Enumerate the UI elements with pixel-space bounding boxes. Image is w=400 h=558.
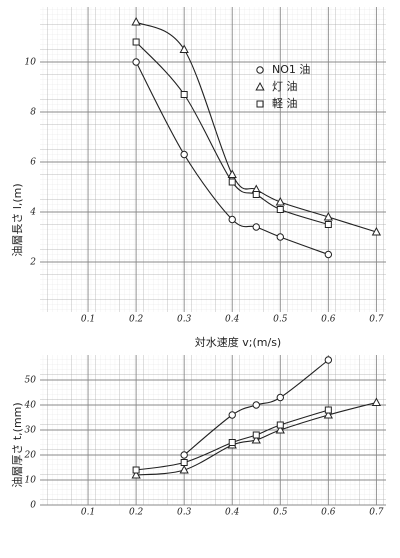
point [252, 401, 260, 409]
point [180, 459, 188, 466]
x-tick-label: 0.5 [273, 315, 288, 325]
x-tick-label: 0.2 [129, 315, 144, 325]
point [371, 397, 382, 406]
point [323, 211, 333, 221]
point [275, 424, 285, 434]
legend-label: NO1 油 [272, 62, 310, 76]
y-tick-label: 2 [29, 258, 36, 268]
point [179, 44, 189, 53]
point [276, 206, 284, 213]
y-tick-label: 40 [24, 401, 37, 411]
y-tick-label: 30 [25, 426, 37, 436]
x-tick-label: 0.1 [81, 315, 95, 325]
point [132, 466, 140, 474]
point [276, 393, 284, 402]
point [228, 215, 236, 224]
legend-marker [255, 81, 265, 91]
y-tick-label: 10 [25, 476, 37, 486]
point [324, 250, 333, 259]
x-tick-label: 0.6 [321, 508, 336, 518]
point [131, 16, 141, 26]
point [324, 221, 332, 228]
x-axis-label: 対水速度 v;(m/s) [195, 335, 281, 349]
point [324, 406, 332, 414]
y-tick-label: 50 [25, 376, 37, 386]
legend-label: 灯 油 [272, 79, 298, 93]
x-tick-label: 0.5 [273, 508, 288, 518]
x-tick-label: 0.2 [129, 508, 144, 518]
point [251, 434, 261, 444]
x-tick-label: 0.6 [321, 315, 336, 325]
point [227, 169, 237, 178]
y-tick-label: 4 [29, 208, 36, 218]
y-tick-label: 20 [24, 451, 37, 461]
y-tick-label: 6 [30, 158, 36, 168]
point [324, 356, 333, 364]
point [131, 469, 141, 479]
x-tick-label: 0.4 [225, 315, 240, 325]
legend-marker [256, 66, 264, 74]
x-tick-label: 0.1 [81, 508, 95, 518]
y-axis-label: 油層長さ l,(m) [10, 183, 24, 256]
legend-label: 軽 油 [272, 96, 298, 110]
x-tick-label: 0.3 [177, 315, 192, 325]
point [180, 451, 188, 459]
y-tick-label: 8 [30, 108, 36, 118]
legend-marker [256, 100, 264, 108]
point [132, 38, 140, 46]
point [180, 91, 188, 98]
point [180, 150, 188, 159]
y-tick-label: 0 [30, 501, 36, 511]
point [276, 421, 284, 429]
point [323, 409, 333, 419]
x-tick-label: 0.3 [177, 508, 192, 518]
point [228, 439, 236, 446]
point [275, 196, 285, 206]
x-tick-label: 0.7 [369, 315, 384, 325]
x-tick-label: 0.4 [225, 508, 240, 518]
point [228, 411, 236, 419]
x-tick-label: 0.7 [369, 508, 384, 518]
graph-paper [40, 7, 386, 312]
point [132, 58, 140, 66]
point [252, 191, 260, 198]
point [252, 431, 260, 439]
y-axis-label: 油層厚さ t,(mm) [10, 402, 24, 487]
y-tick-label: 10 [25, 58, 37, 68]
point [276, 233, 284, 241]
point [371, 226, 382, 236]
point [252, 223, 260, 231]
point [179, 464, 189, 474]
point [228, 178, 236, 186]
